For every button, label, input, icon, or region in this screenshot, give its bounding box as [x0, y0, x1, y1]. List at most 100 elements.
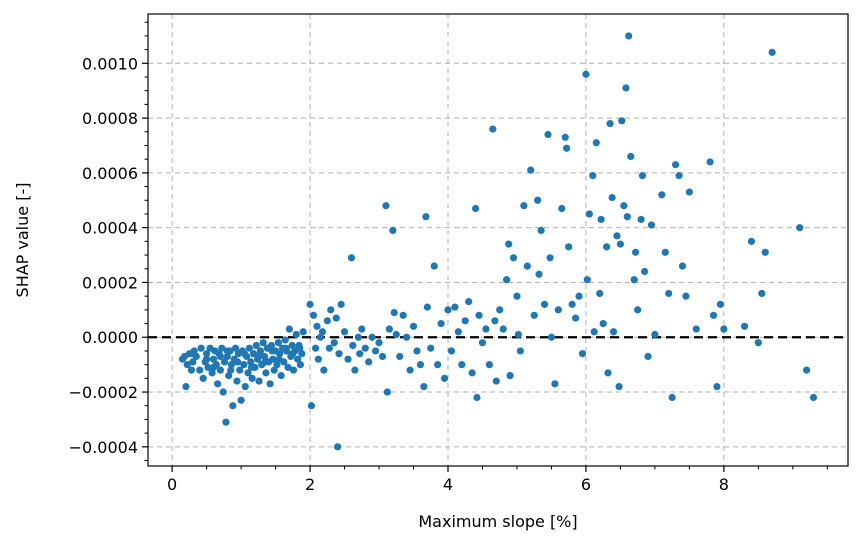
data-point-207	[603, 243, 611, 251]
data-point-200	[585, 210, 593, 218]
data-point-20	[214, 380, 222, 388]
data-point-45	[248, 374, 256, 382]
y-tick-label-1: −0.0002	[69, 383, 138, 402]
data-point-120	[351, 366, 359, 374]
data-point-40	[241, 382, 249, 391]
data-point-121	[354, 333, 362, 341]
data-point-9	[196, 366, 204, 374]
data-point-191	[561, 133, 569, 141]
data-point-34	[233, 377, 241, 385]
data-point-204	[596, 289, 604, 298]
data-point-111	[330, 339, 338, 347]
data-point-249	[761, 248, 769, 256]
data-point-224	[637, 215, 645, 224]
plot-frame	[147, 13, 849, 467]
data-point-131	[383, 388, 391, 396]
x-tick-label-2: 4	[443, 475, 453, 494]
data-point-43	[245, 344, 253, 352]
data-point-110	[327, 306, 335, 314]
data-point-102	[311, 344, 320, 352]
data-point-137	[399, 311, 407, 319]
data-point-229	[651, 330, 659, 339]
data-point-221	[630, 276, 638, 284]
data-point-164	[485, 361, 493, 369]
y-tick-label-7: 0.0010	[82, 54, 138, 73]
data-point-87	[223, 347, 231, 355]
data-point-61	[270, 366, 278, 374]
data-point-174	[513, 292, 521, 300]
y-tick-label-3: 0.0002	[82, 273, 138, 292]
data-point-53	[259, 339, 267, 347]
data-point-51	[256, 347, 265, 355]
data-point-104	[314, 355, 322, 363]
data-point-86	[216, 352, 225, 361]
data-point-105	[316, 333, 325, 341]
data-point-135	[392, 330, 400, 339]
data-point-252	[803, 366, 811, 374]
data-point-227	[644, 352, 652, 361]
data-point-6	[189, 358, 197, 366]
data-point-180	[530, 311, 538, 319]
data-point-219	[625, 32, 633, 40]
data-point-248	[758, 289, 766, 298]
data-point-147	[430, 262, 438, 270]
data-point-129	[378, 352, 387, 361]
data-point-39	[240, 361, 248, 369]
y-tick-label-2: 0.0000	[82, 328, 138, 347]
data-point-106	[318, 328, 327, 336]
data-point-236	[678, 262, 687, 270]
data-point-243	[716, 300, 725, 308]
data-point-231	[661, 248, 669, 256]
data-point-103	[313, 322, 321, 330]
data-point-233	[668, 393, 676, 402]
data-point-158	[468, 369, 476, 377]
data-point-196	[575, 292, 583, 300]
data-point-126	[368, 333, 376, 341]
data-point-17	[209, 355, 218, 363]
data-point-190	[558, 204, 566, 213]
data-point-36	[236, 366, 244, 374]
data-point-181	[534, 196, 542, 204]
data-point-216	[620, 202, 628, 210]
data-point-237	[682, 292, 690, 300]
data-point-208	[604, 369, 612, 377]
x-axis-ticks: 0 2 4 6 8	[167, 466, 828, 494]
x-tick-label-3: 6	[581, 475, 591, 494]
data-point-63	[273, 361, 281, 369]
data-point-13	[203, 350, 211, 358]
data-point-197	[578, 350, 587, 358]
data-point-112	[332, 314, 340, 322]
data-point-75	[289, 366, 298, 374]
data-point-27	[223, 352, 231, 361]
data-points	[178, 32, 818, 451]
data-point-55	[262, 369, 270, 377]
data-point-195	[571, 314, 580, 322]
data-point-69	[281, 336, 289, 344]
data-point-209	[606, 119, 614, 128]
data-point-148	[434, 361, 442, 369]
data-point-179	[527, 166, 535, 174]
data-point-250	[768, 48, 776, 56]
data-point-24	[219, 388, 227, 396]
data-point-187	[547, 333, 556, 341]
x-axis-label: Maximum slope [%]	[418, 512, 577, 531]
data-point-206	[599, 319, 607, 328]
data-point-146	[427, 344, 435, 352]
data-point-107	[320, 366, 328, 374]
data-point-165	[489, 125, 497, 133]
data-point-226	[640, 267, 649, 276]
data-point-37	[237, 396, 245, 404]
data-point-222	[631, 248, 640, 256]
data-point-144	[422, 213, 430, 221]
data-point-151	[444, 306, 452, 314]
data-point-198	[582, 70, 590, 78]
data-point-169	[499, 325, 507, 333]
data-point-203	[592, 139, 600, 147]
data-point-48	[252, 341, 260, 350]
data-point-166	[491, 317, 499, 325]
data-point-2	[182, 382, 190, 391]
data-point-122	[356, 350, 364, 358]
x-tick-label-1: 2	[305, 475, 315, 494]
data-point-82	[299, 328, 307, 336]
